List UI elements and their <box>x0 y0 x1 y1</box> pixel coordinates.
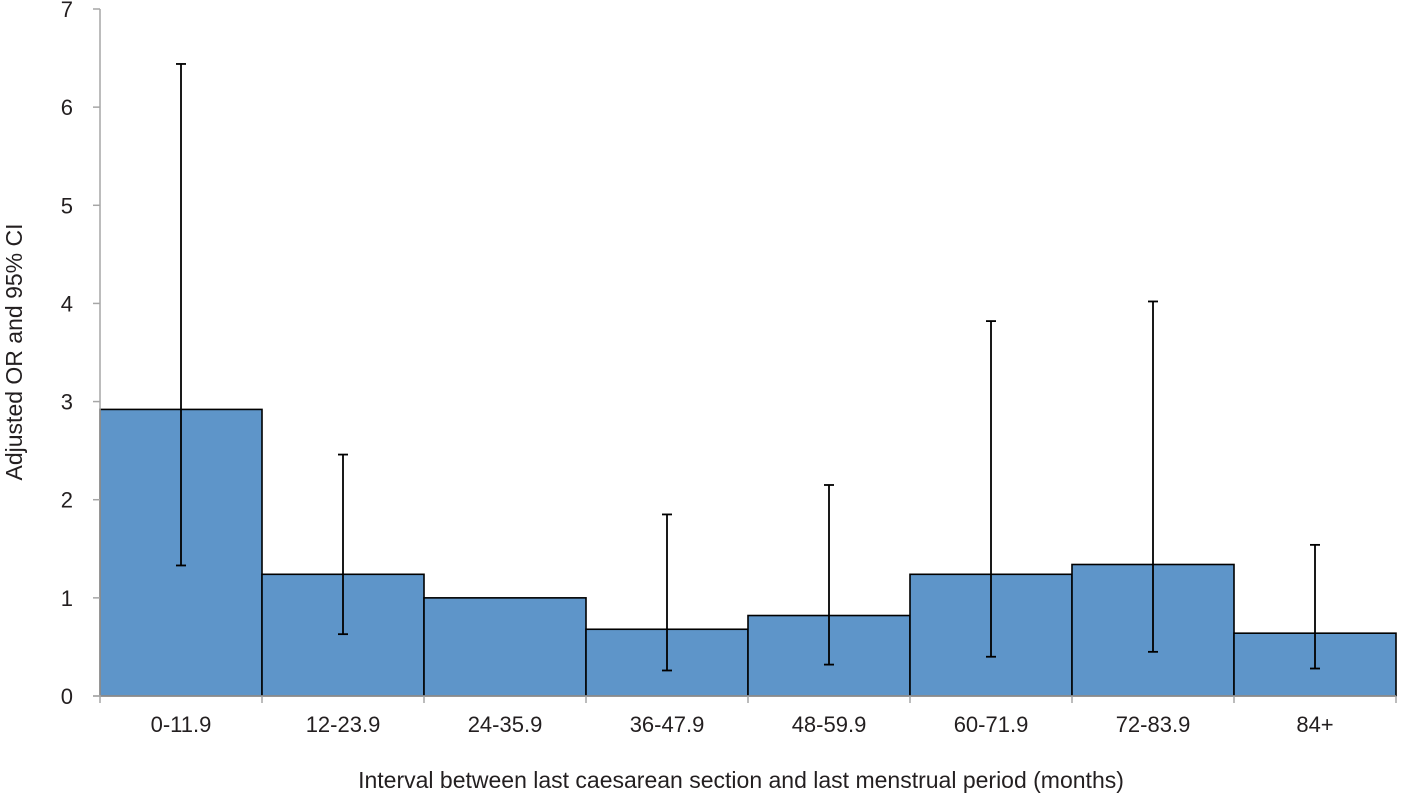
x-axis-title: Interval between last caesarean section … <box>358 767 1124 793</box>
x-tick-label: 48-59.9 <box>792 712 867 737</box>
axes-layer <box>93 8 1397 703</box>
y-tick-label: 0 <box>61 684 73 709</box>
y-tick-label: 7 <box>61 0 73 22</box>
x-tick-label: 12-23.9 <box>306 712 381 737</box>
y-tick-label: 6 <box>61 95 73 120</box>
y-axis-title: Adjusted OR and 95% CI <box>1 224 27 481</box>
x-tick-label: 60-71.9 <box>954 712 1029 737</box>
error-bar-48-59.9 <box>824 484 834 666</box>
x-tick-label: 24-35.9 <box>468 712 543 737</box>
y-tick-label: 1 <box>61 586 73 611</box>
error-bar-72-83.9 <box>1148 300 1158 653</box>
x-tick-label: 72-83.9 <box>1116 712 1191 737</box>
x-tick-label: 0-11.9 <box>151 712 212 737</box>
error-bar-36-47.9 <box>662 513 672 672</box>
y-tick-label: 2 <box>61 488 73 513</box>
y-tick-label: 4 <box>61 291 73 316</box>
bar-24-35.9 <box>423 597 587 697</box>
x-tick-label: 84+ <box>1296 712 1333 737</box>
y-tick-label: 5 <box>61 193 73 218</box>
bars-layer <box>99 408 1397 697</box>
error-bars-layer <box>176 63 1320 672</box>
labels-layer: 0 1 2 3 4 5 6 7 0-11.9 12-23.9 24-35.9 36-47.9 48-59… <box>61 0 1334 737</box>
error-bar-12-23.9 <box>338 453 348 636</box>
error-bar-84+ <box>1310 543 1320 670</box>
error-bar-0-11.9 <box>176 63 186 567</box>
y-tick-label: 3 <box>61 390 73 415</box>
x-tick-label: 36-47.9 <box>630 712 705 737</box>
error-bar-60-71.9 <box>986 320 996 658</box>
